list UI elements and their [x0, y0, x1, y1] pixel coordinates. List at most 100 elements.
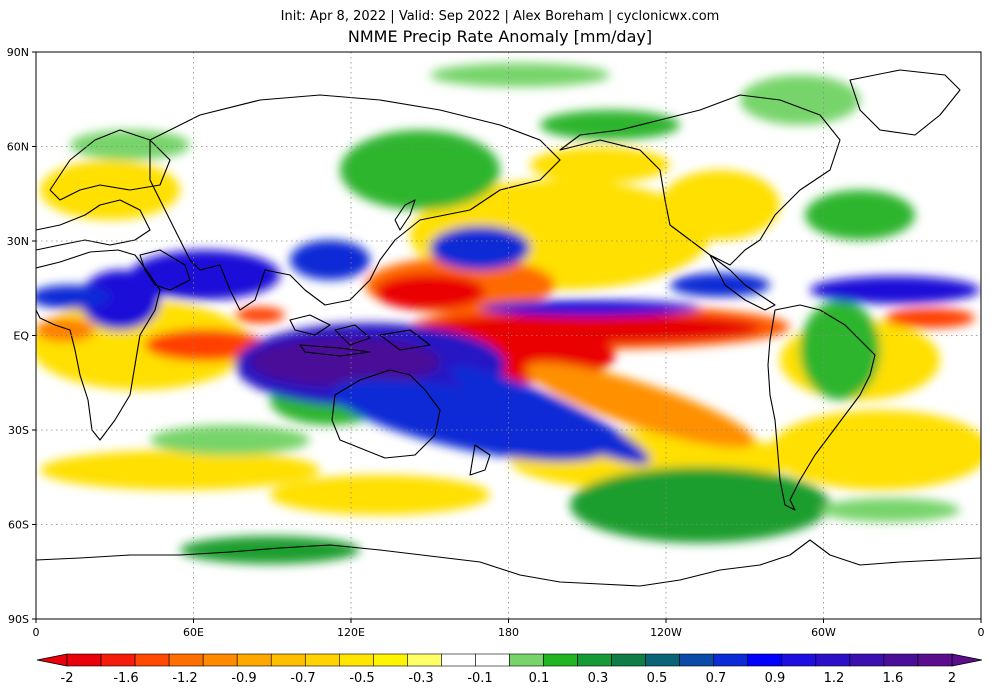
anomaly-patch — [290, 240, 370, 280]
anomaly-patch — [36, 285, 110, 309]
anomaly-patch — [36, 318, 95, 342]
anomaly-patch — [810, 276, 980, 304]
colorbar-swatch — [747, 653, 783, 667]
latitude-tick-label: 60S — [8, 519, 29, 532]
longitude-tick-label: 0 — [33, 626, 40, 639]
longitude-tick-label: 0 — [978, 626, 985, 639]
colorbar-swatch — [66, 653, 102, 667]
anomaly-patch — [660, 170, 780, 240]
colorbar-swatch — [917, 653, 953, 667]
anomaly-patch — [740, 75, 860, 125]
map-title: NMME Precip Rate Anomaly [mm/day] — [348, 27, 652, 46]
colorbar-tick-label: -0.9 — [231, 671, 256, 686]
colorbar-tick-label: -2 — [61, 671, 74, 686]
map-subtitle: Init: Apr 8, 2022 | Valid: Sep 2022 | Al… — [281, 9, 720, 24]
colorbar-swatch — [883, 653, 919, 667]
colorbar-tick-label: -0.1 — [467, 671, 492, 686]
colorbar-tick-label: 0.9 — [765, 671, 786, 686]
coastline-antarctica — [36, 539, 981, 587]
colorbar-swatch — [134, 653, 170, 667]
latitude-tick-label: 90S — [8, 613, 29, 626]
colorbar-tick-label: 1.2 — [824, 671, 845, 686]
anomaly-patch — [180, 536, 360, 564]
colorbar-swatch — [475, 653, 510, 667]
latitude-ticks: 90N 60N 30N EQ 30S 60S 90S — [7, 46, 36, 626]
anomaly-patch — [375, 274, 485, 310]
colorbar-swatch — [509, 653, 544, 667]
anomaly-patch — [885, 308, 975, 328]
anomaly-patch — [130, 250, 280, 300]
anomaly-patch — [530, 147, 670, 183]
coastline-arabia — [139, 249, 191, 291]
anomaly-patch — [270, 475, 490, 515]
colorbar-under-arrow — [36, 653, 68, 667]
colorbar-tick-label: 0.1 — [529, 671, 550, 686]
coastline-asia — [149, 94, 561, 311]
anomaly-patch — [332, 378, 608, 462]
anomaly-patch — [430, 226, 530, 270]
anomaly-patch — [430, 63, 610, 87]
colorbar-tick-label: -1.2 — [172, 671, 197, 686]
colorbar-swatch — [339, 653, 374, 667]
longitude-tick-label: 60W — [811, 626, 836, 639]
map-plot-area — [36, 52, 981, 619]
colorbar-swatch — [849, 653, 885, 667]
latitude-tick-label: EQ — [13, 330, 29, 343]
latitude-tick-label: 60N — [7, 141, 29, 154]
longitude-tick-label: 120W — [650, 626, 682, 639]
colorbar-swatch — [373, 653, 408, 667]
coastline-north-america — [559, 94, 841, 311]
anomaly-patch — [800, 300, 880, 400]
colorbar-swatch — [236, 653, 272, 667]
colorbar-tick-label: 0.7 — [706, 671, 727, 686]
coastline-new-zealand — [469, 444, 491, 476]
colorbar-swatch — [679, 653, 715, 667]
longitude-ticks: 0 60E 120E 180 120W 60W 0 — [33, 619, 985, 639]
coastline-europe — [36, 129, 171, 251]
colorbar-swatch — [407, 653, 442, 667]
anomaly-patch — [150, 425, 310, 455]
coastline-greenland — [849, 69, 961, 136]
coastline-japan — [394, 199, 416, 231]
longitude-tick-label: 60E — [183, 626, 204, 639]
coastline-australia — [331, 369, 441, 459]
colorbar-swatch — [645, 653, 680, 667]
colorbar-tick-label: 0.3 — [588, 671, 609, 686]
anomaly-patch — [145, 329, 265, 361]
anomaly-patch — [450, 365, 650, 465]
colorbar-swatch — [543, 653, 578, 667]
anomaly-patch — [525, 362, 755, 448]
anomaly-patch — [40, 450, 320, 490]
colorbar-tick-label: 2 — [948, 671, 956, 686]
coastline-africa — [36, 249, 161, 441]
colorbar-swatch — [815, 653, 851, 667]
colorbar: -2 -1.6 -1.2 -0.9 -0.7 -0.5 -0.3 -0.1 0.1 0.3 0.5 0… — [36, 653, 983, 686]
colorbar-tick-label: -1.6 — [113, 671, 138, 686]
colorbar-tick-label: -0.3 — [408, 671, 433, 686]
latitude-tick-label: 30N — [7, 235, 29, 248]
colorbar-swatch — [713, 653, 749, 667]
colorbar-tick-label: 0.5 — [647, 671, 668, 686]
latitude-tick-label: 30S — [8, 424, 29, 437]
anomaly-patch — [235, 307, 285, 323]
anomaly-patch — [480, 300, 700, 316]
coastline-south-america — [767, 304, 876, 511]
colorbar-swatch — [304, 653, 340, 667]
anomaly-patch — [820, 498, 960, 522]
anomaly-field — [36, 63, 981, 564]
anomaly-patch — [540, 110, 680, 140]
coastline-maritime-continent — [289, 314, 431, 357]
colorbar-swatch — [168, 653, 204, 667]
colorbar-swatch — [100, 653, 136, 667]
anomaly-patch — [250, 337, 440, 387]
colorbar-tick-label: -0.5 — [349, 671, 374, 686]
colorbar-swatch — [611, 653, 646, 667]
anomaly-patch — [570, 467, 830, 543]
colorbar-swatch — [577, 653, 612, 667]
anomaly-patch — [40, 160, 180, 220]
anomaly-patch — [670, 273, 770, 297]
coastlines — [36, 69, 981, 587]
colorbar-swatch — [202, 653, 238, 667]
anomaly-patch — [80, 270, 160, 330]
